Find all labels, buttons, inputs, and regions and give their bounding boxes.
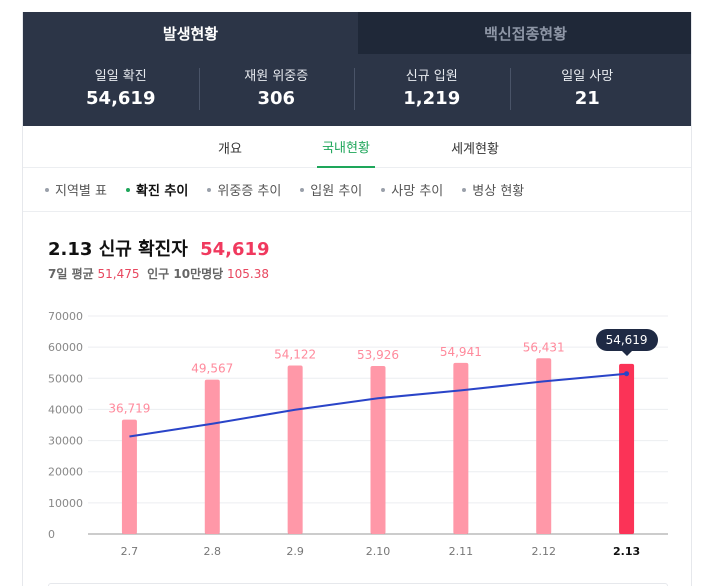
x-tick-label: 2.13: [613, 545, 640, 558]
tab-domestic[interactable]: 국내현황: [317, 126, 375, 168]
chart-date: 2.13: [48, 239, 93, 260]
chart-title-text: 신규 확진자: [98, 239, 188, 260]
stat-label: 일일 사망: [561, 69, 614, 84]
stats-summary: 일일 확진 54,619 재원 위중증 306 신규 입원 1,219 일일 사…: [23, 54, 691, 126]
filter-label: 입원 추이: [310, 184, 363, 199]
y-tick-label: 50000: [48, 372, 83, 385]
stat-new-hospitalized: 신규 입원 1,219: [354, 68, 510, 112]
filter-bed-status[interactable]: 병상 현황: [462, 180, 524, 199]
filter-confirmed-trend[interactable]: 확진 추이: [125, 180, 189, 199]
chart-svg: 0 10000 20000 30000 40000 50000 60000 70000 36,7…: [48, 310, 668, 558]
per-capita-label: 인구 10만명당: [147, 267, 224, 281]
bullet-icon: [45, 187, 49, 192]
y-tick-label: 70000: [48, 310, 83, 323]
filter-label: 지역별 표: [55, 184, 107, 199]
y-tick-label: 0: [48, 528, 55, 541]
tab-outbreak-status[interactable]: 발생현황: [23, 12, 358, 54]
stat-value: 306: [257, 88, 296, 109]
filter-label: 병상 현황: [472, 184, 525, 199]
x-tick-label: 2.12: [531, 545, 556, 558]
bar: [536, 358, 552, 534]
x-tick-label: 2.8: [204, 545, 222, 558]
avg-label: 7일 평균: [48, 267, 94, 281]
chart-filter-list: 지역별 표 확진 추이 위중증 추이 입원 추이 사망 추이 병상 현황: [23, 168, 691, 212]
bar: [453, 362, 469, 534]
covid-status-panel: 발생현황 백신접종현황 일일 확진 54,619 재원 위중증 306 신규 입…: [22, 12, 692, 586]
sub-tabs: 개요 국내현황 세계현황: [23, 126, 691, 168]
confirmed-trend-chart: 0 10000 20000 30000 40000 50000 60000 70000 36,7…: [23, 302, 691, 567]
filter-death-trend[interactable]: 사망 추이: [381, 180, 443, 199]
chart-title: 2.13 신규 확진자 54,619: [48, 235, 270, 261]
average-line-point: [624, 371, 630, 377]
bar-value-label: 54,122: [274, 347, 316, 361]
x-tick-label: 2.7: [121, 545, 139, 558]
stat-critical: 재원 위중증 306: [198, 68, 355, 112]
bar-tooltip: 54,619: [595, 328, 658, 356]
stat-value: 21: [574, 88, 600, 109]
bar-value-label: 49,567: [191, 362, 233, 376]
bullet-icon: [381, 187, 386, 192]
bar: [204, 379, 220, 534]
tab-vaccination-status[interactable]: 백신접종현황: [358, 12, 691, 54]
x-tick-label: 2.11: [449, 545, 474, 558]
filter-region-table[interactable]: 지역별 표: [45, 180, 107, 199]
stat-value: 1,219: [403, 88, 461, 109]
bar-value-label: 53,926: [357, 348, 399, 362]
avg-value: 51,475: [97, 267, 140, 281]
stat-label: 재원 위중증: [244, 69, 309, 84]
bar: [370, 366, 386, 534]
filter-hospitalized-trend[interactable]: 입원 추이: [300, 180, 362, 199]
stat-label: 일일 확진: [94, 69, 147, 84]
bullet-icon: [207, 187, 212, 192]
bullet-icon: [125, 187, 130, 192]
x-tick-label: 2.10: [366, 545, 391, 558]
filter-critical-trend[interactable]: 위중증 추이: [207, 180, 281, 199]
x-tick-label: 2.9: [286, 545, 304, 558]
per-capita-value: 105.38: [227, 267, 270, 281]
stat-daily-deaths: 일일 사망 21: [509, 68, 666, 112]
y-tick-label: 40000: [48, 403, 83, 416]
bullet-icon: [300, 187, 305, 192]
filter-label: 위중증 추이: [217, 184, 282, 199]
bar-value-label: 54,941: [440, 345, 482, 359]
bar: [121, 419, 137, 534]
bar: [619, 363, 635, 534]
y-tick-label: 60000: [48, 341, 83, 354]
bar-value-label: 36,719: [108, 402, 150, 416]
y-tick-label: 20000: [48, 466, 83, 479]
top-tabs: 발생현황 백신접종현황: [23, 12, 691, 54]
y-tick-label: 30000: [48, 435, 83, 448]
bar-value-label: 56,431: [523, 340, 565, 354]
tab-overview[interactable]: 개요: [218, 141, 242, 157]
detail-box: [48, 583, 668, 586]
filter-label: 사망 추이: [391, 184, 444, 199]
tab-world[interactable]: 세계현황: [451, 141, 499, 157]
bullet-icon: [462, 187, 467, 192]
filter-label: 확진 추이: [135, 184, 189, 199]
stat-label: 신규 입원: [405, 69, 458, 84]
stat-daily-confirmed: 일일 확진 54,619: [43, 68, 199, 112]
y-tick-label: 10000: [48, 497, 83, 510]
average-line: [129, 372, 627, 438]
chart-subtitle: 7일 평균 51,475 인구 10만명당 105.38: [48, 265, 269, 282]
bar: [287, 365, 303, 534]
stat-value: 54,619: [86, 88, 156, 109]
chart-title-value: 54,619: [200, 239, 270, 260]
